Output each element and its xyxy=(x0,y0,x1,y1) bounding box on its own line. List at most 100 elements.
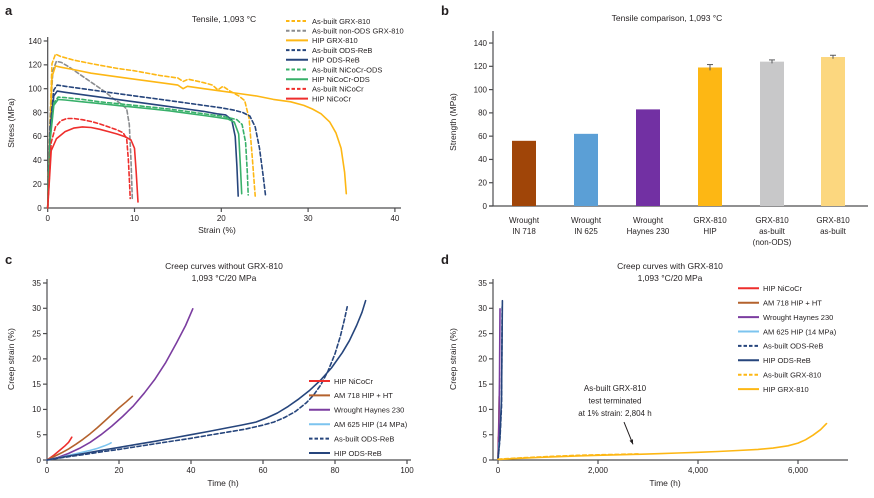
y-tick-label: 25 xyxy=(32,329,41,338)
x-tick-label: 30 xyxy=(304,214,313,223)
y-tick-label: 0 xyxy=(37,204,42,213)
y-tick-label: 35 xyxy=(32,279,41,288)
y-tick-label: 15 xyxy=(32,380,41,389)
series-hip-nicocr xyxy=(46,126,139,209)
y-axis-label: Stress (MPa) xyxy=(6,98,16,148)
legend-entry-as-built-ods-reb: As-built ODS-ReB xyxy=(286,46,372,55)
x-tick-label: 40 xyxy=(390,214,399,223)
bar-category-label: Haynes 230 xyxy=(627,227,670,236)
annotation-text: As-built GRX-810 xyxy=(584,384,647,393)
chart-title: Creep curves with GRX-810 xyxy=(617,261,723,271)
legend-label: AM 718 HIP + HT xyxy=(763,299,822,308)
legend-label: As-built NiCoCr xyxy=(312,85,364,94)
y-tick-label: 5 xyxy=(483,431,488,440)
panel-letter-b: b xyxy=(441,3,449,18)
legend-entry-hip-grx-810: HIP GRX-810 xyxy=(738,385,809,394)
error-bar-grx-810-as-built-non-ods xyxy=(769,59,775,64)
x-tick-label: 10 xyxy=(130,214,139,223)
y-tick-label: 120 xyxy=(28,61,42,70)
y-tick-label: 120 xyxy=(474,62,488,71)
legend-label: As-built GRX-810 xyxy=(312,17,370,26)
x-tick-label: 2,000 xyxy=(588,466,609,475)
y-tick-label: 30 xyxy=(478,304,487,313)
legend-label: HIP ODS-ReB xyxy=(312,56,360,65)
legend-entry-am-625-hip-14-mpa: AM 625 HIP (14 MPa) xyxy=(738,327,837,336)
chart-title: 1,093 °C/20 MPa xyxy=(192,273,257,283)
legend-label: AM 625 HIP (14 MPa) xyxy=(763,327,837,336)
series-hip-grx-810 xyxy=(497,422,828,461)
legend-entry-as-built-ods-reb: As-built ODS-ReB xyxy=(738,342,823,351)
series-hip-grx-810 xyxy=(46,65,348,209)
legend-entry-as-built-grx-810: As-built GRX-810 xyxy=(286,17,370,26)
legend-entry-hip-nicocr: HIP NiCoCr xyxy=(309,377,374,386)
y-tick-label: 25 xyxy=(478,329,487,338)
bar-grx-810-as-built xyxy=(821,57,845,207)
bar-category-label: IN 625 xyxy=(574,227,598,236)
series-as-built-ods-reb xyxy=(46,305,349,461)
legend-entry-as-built-grx-810: As-built GRX-810 xyxy=(738,371,821,380)
legend-entry-wrought-haynes-230: Wrought Haynes 230 xyxy=(738,313,833,322)
bar-wrought-in-625 xyxy=(574,133,598,206)
legend-label: As-built GRX-810 xyxy=(763,371,821,380)
x-tick-label: 0 xyxy=(45,214,50,223)
legend-label: Wrought Haynes 230 xyxy=(763,313,833,322)
x-tick-label: 6,000 xyxy=(788,466,809,475)
legend-entry-as-built-nicocr: As-built NiCoCr xyxy=(286,85,364,94)
bar-category-label: as-built xyxy=(759,227,786,236)
series-as-built-nicocr-ods xyxy=(46,96,249,209)
y-tick-label: 5 xyxy=(37,431,42,440)
series-hip-ods-reb xyxy=(46,299,367,461)
y-tick-label: 40 xyxy=(478,155,487,164)
legend-entry-am-718-hip-ht: AM 718 HIP + HT xyxy=(309,391,393,400)
legend-entry-am-625-hip-14-mpa: AM 625 HIP (14 MPa) xyxy=(309,420,408,429)
legend-label: HIP GRX-810 xyxy=(763,385,809,394)
y-tick-label: 15 xyxy=(478,380,487,389)
y-axis-label: Strength (MPa) xyxy=(448,93,458,151)
series-hip-ods-reb xyxy=(46,90,239,209)
series-wrought-haynes-230 xyxy=(497,307,501,461)
legend-entry-hip-ods-reb: HIP ODS-ReB xyxy=(286,56,360,65)
series-wrought-haynes-230 xyxy=(46,307,194,461)
bar-category-label: as-built xyxy=(820,227,847,236)
legend-entry-hip-nicocr: HIP NiCoCr xyxy=(738,284,803,293)
legend-entry-am-718-hip-ht: AM 718 HIP + HT xyxy=(738,299,822,308)
panel-a-tensile-curves-chart: Tensile, 1,093 °C Strain (%) Stress (MPa) 0… xyxy=(6,14,404,235)
y-tick-label: 140 xyxy=(474,39,488,48)
x-tick-label: 0 xyxy=(496,466,501,475)
bar-category-label: Wrought xyxy=(633,216,664,225)
legend-entry-wrought-haynes-230: Wrought Haynes 230 xyxy=(309,406,404,415)
annotation-arrow-head xyxy=(629,439,633,445)
x-tick-label: 4,000 xyxy=(688,466,709,475)
series-hip-ods-reb xyxy=(497,299,504,461)
panel-letter-c: c xyxy=(5,252,13,267)
y-tick-label: 10 xyxy=(32,405,41,414)
series-hip-nicocr xyxy=(46,436,73,461)
y-tick-label: 140 xyxy=(28,37,42,46)
legend-label: As-built ODS-ReB xyxy=(334,434,394,443)
bar-category-label: Wrought xyxy=(509,216,540,225)
y-tick-label: 100 xyxy=(474,85,488,94)
legend-label: HIP ODS-ReB xyxy=(334,449,382,458)
annotation-text: at 1% strain: 2,804 h xyxy=(578,409,651,418)
panel-c-creep-without-grx810-chart: Creep curves without GRX-810 1,093 °C/20 … xyxy=(6,261,414,488)
legend-entry-hip-ods-reb: HIP ODS-ReB xyxy=(738,356,811,365)
series-as-built-nicocr xyxy=(46,117,131,209)
legend: HIP NiCoCr AM 718 HIP + HT Wrought Haynes … xyxy=(738,284,837,394)
bar-category-label: HIP xyxy=(703,227,716,236)
y-tick-label: 35 xyxy=(478,279,487,288)
x-tick-label: 100 xyxy=(400,466,414,475)
y-tick-label: 10 xyxy=(478,405,487,414)
chart-title: Tensile, 1,093 °C xyxy=(192,14,256,24)
bar-category-label: GRX-810 xyxy=(816,216,850,225)
legend-entry-hip-grx-810: HIP GRX-810 xyxy=(286,36,358,45)
x-axis-label: Strain (%) xyxy=(198,225,236,235)
annotation-text: test terminated xyxy=(589,397,642,406)
y-tick-label: 80 xyxy=(478,109,487,118)
y-tick-label: 20 xyxy=(478,179,487,188)
legend-label: As-built NiCoCr-ODS xyxy=(312,65,382,74)
y-tick-label: 30 xyxy=(32,304,41,313)
legend-entry-hip-nicocr: HIP NiCoCr xyxy=(286,94,352,103)
y-tick-label: 0 xyxy=(37,456,42,465)
legend-label: HIP NiCoCr xyxy=(334,377,374,386)
legend-label: HIP NiCoCr-ODS xyxy=(312,75,370,84)
